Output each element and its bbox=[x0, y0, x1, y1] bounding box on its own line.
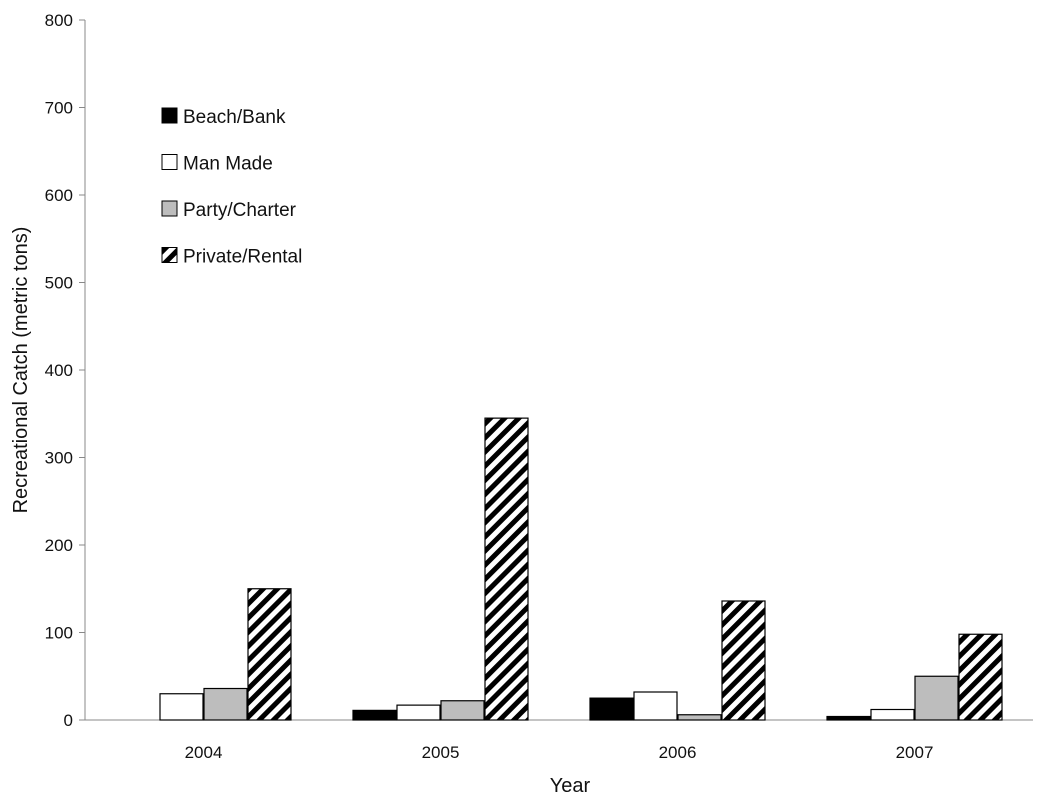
bar-private-rental-2007 bbox=[958, 633, 1003, 721]
y-tick-label: 800 bbox=[45, 11, 73, 30]
legend-swatch-beach-bank bbox=[161, 107, 178, 124]
y-tick-label: 700 bbox=[45, 99, 73, 118]
bar-beach-bank-2007 bbox=[826, 715, 871, 721]
x-axis-title: Year bbox=[550, 775, 591, 797]
y-tick-label: 600 bbox=[45, 186, 73, 205]
bar-man-made-2004 bbox=[159, 693, 204, 721]
bar-private-rental-2005 bbox=[484, 417, 529, 721]
bar-party-charter-2006 bbox=[677, 714, 722, 721]
x-tick-label-2004: 2004 bbox=[185, 743, 223, 762]
bar-man-made-2005 bbox=[396, 704, 441, 721]
bar-man-made-2006 bbox=[633, 691, 678, 721]
bar-beach-bank-2006 bbox=[589, 697, 634, 721]
x-tick-label-2007: 2007 bbox=[896, 743, 934, 762]
y-tick-label: 300 bbox=[45, 449, 73, 468]
legend-label-private-rental: Private/Rental bbox=[183, 247, 302, 268]
bar-party-charter-2007 bbox=[914, 675, 959, 721]
bar-private-rental-2004 bbox=[247, 588, 292, 721]
legend-swatch-private-rental bbox=[161, 247, 178, 263]
legend-label-party-charter: Party/Charter bbox=[183, 200, 297, 221]
legend-label-man-made: Man Made bbox=[183, 154, 273, 175]
x-tick-label-2005: 2005 bbox=[422, 743, 460, 762]
legend: Beach/Bank Man Made Party/Charter Private/R… bbox=[161, 107, 302, 268]
legend-swatch-party-charter bbox=[161, 200, 178, 217]
bar-party-charter-2004 bbox=[203, 687, 248, 721]
x-tick-label-2006: 2006 bbox=[659, 743, 697, 762]
x-tick-labels: 2004 2005 2006 2007 bbox=[185, 743, 934, 762]
bar-party-charter-2005 bbox=[440, 700, 485, 721]
y-tick-label: 200 bbox=[45, 536, 73, 555]
legend-swatch-man-made bbox=[161, 154, 178, 170]
y-axis-title: Recreational Catch (metric tons) bbox=[10, 227, 32, 514]
bars bbox=[159, 417, 1003, 721]
y-tick-label: 0 bbox=[64, 711, 73, 730]
axes: 0 100 200 300 400 500 600 700 800 bbox=[45, 11, 1033, 730]
bar-beach-bank-2005 bbox=[352, 709, 397, 721]
y-tick-label: 500 bbox=[45, 274, 73, 293]
y-tick-label: 400 bbox=[45, 361, 73, 380]
y-tick-label: 100 bbox=[45, 624, 73, 643]
bar-private-rental-2006 bbox=[721, 600, 766, 721]
bar-man-made-2007 bbox=[870, 708, 915, 721]
legend-label-beach-bank: Beach/Bank bbox=[183, 107, 286, 128]
